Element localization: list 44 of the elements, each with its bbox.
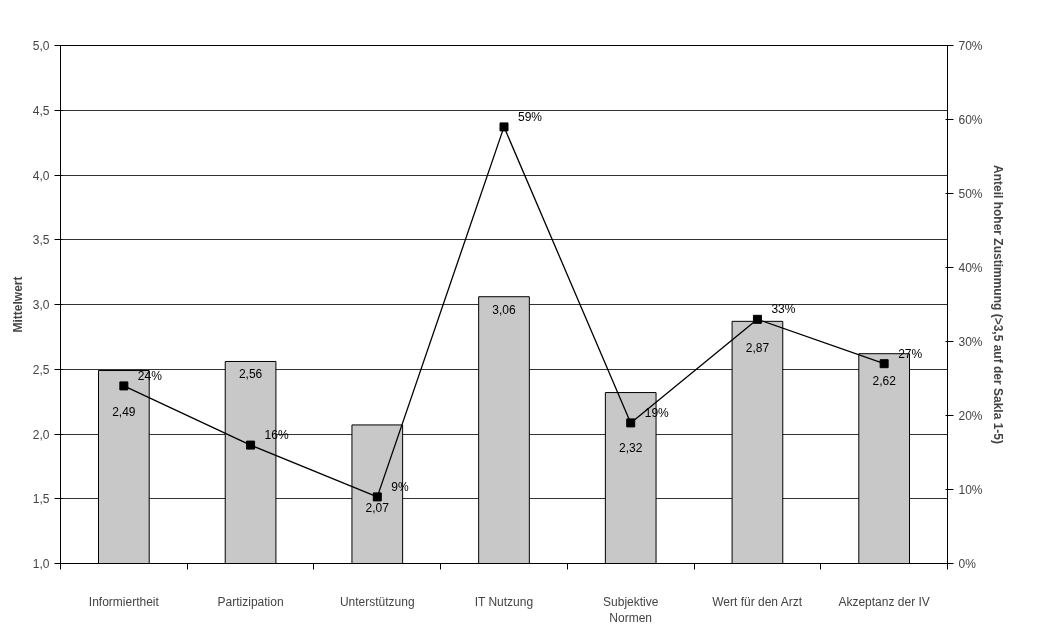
y2-axis-title: Anteil hoher Zustimmung (>3,5 auf der Sakla 1-5) (990, 164, 1005, 445)
y2-tick-label: 60% (958, 112, 983, 127)
y2-tick-label: 10% (958, 482, 983, 497)
data-label: 27% (898, 346, 923, 361)
y2-tick-label: 50% (958, 186, 983, 201)
y-tick-label: 3,0 (32, 298, 50, 312)
y2-tick-label: 0% (958, 556, 977, 571)
y2-tick-label: 20% (958, 408, 983, 423)
data-label: 3,06 (492, 302, 516, 317)
y2-tick-label: 70% (958, 38, 983, 53)
point (752, 314, 762, 324)
y2-tick-label: 40% (958, 260, 983, 275)
data-label: 33% (771, 302, 796, 317)
x-tick-label: Partizipation (217, 594, 284, 609)
data-label: 2,32 (619, 440, 643, 455)
point (119, 381, 129, 391)
point (372, 492, 382, 502)
y-tick-label: 4,5 (32, 103, 50, 118)
x-tick-label: Subjektive Normen (603, 594, 659, 626)
x-tick-label: Akzeptanz der IV (838, 594, 930, 609)
x-tick-label: IT Nutzung (474, 594, 534, 609)
x-tick-label: Wert für den Arzt (712, 594, 803, 609)
data-label: 2,49 (112, 404, 136, 419)
data-label: 19% (644, 405, 670, 420)
data-label: 2,62 (872, 373, 897, 388)
data-label: 2,07 (365, 500, 390, 515)
point (499, 122, 509, 132)
y-tick-label: 2,0 (32, 427, 50, 442)
x-tick-label: Informiertheit (88, 594, 160, 609)
point (879, 359, 889, 369)
y-axis-title: Mittelwert (10, 276, 25, 333)
data-label: 2,56 (238, 367, 263, 382)
y-tick-label: 1,0 (32, 557, 50, 571)
y-tick-label: 5,0 (32, 39, 50, 53)
data-label: 2,87 (745, 341, 770, 356)
y-tick-label: 3,5 (32, 233, 50, 248)
data-label: 59% (518, 109, 543, 124)
point (626, 418, 636, 428)
x-tick-label: Unterstützung (339, 594, 415, 609)
y-tick-label: 2,5 (32, 362, 50, 377)
y-tick-label: 4,0 (32, 168, 50, 183)
y-tick-label: 1,5 (32, 492, 50, 507)
point (246, 440, 256, 450)
y2-tick-label: 30% (958, 334, 983, 349)
